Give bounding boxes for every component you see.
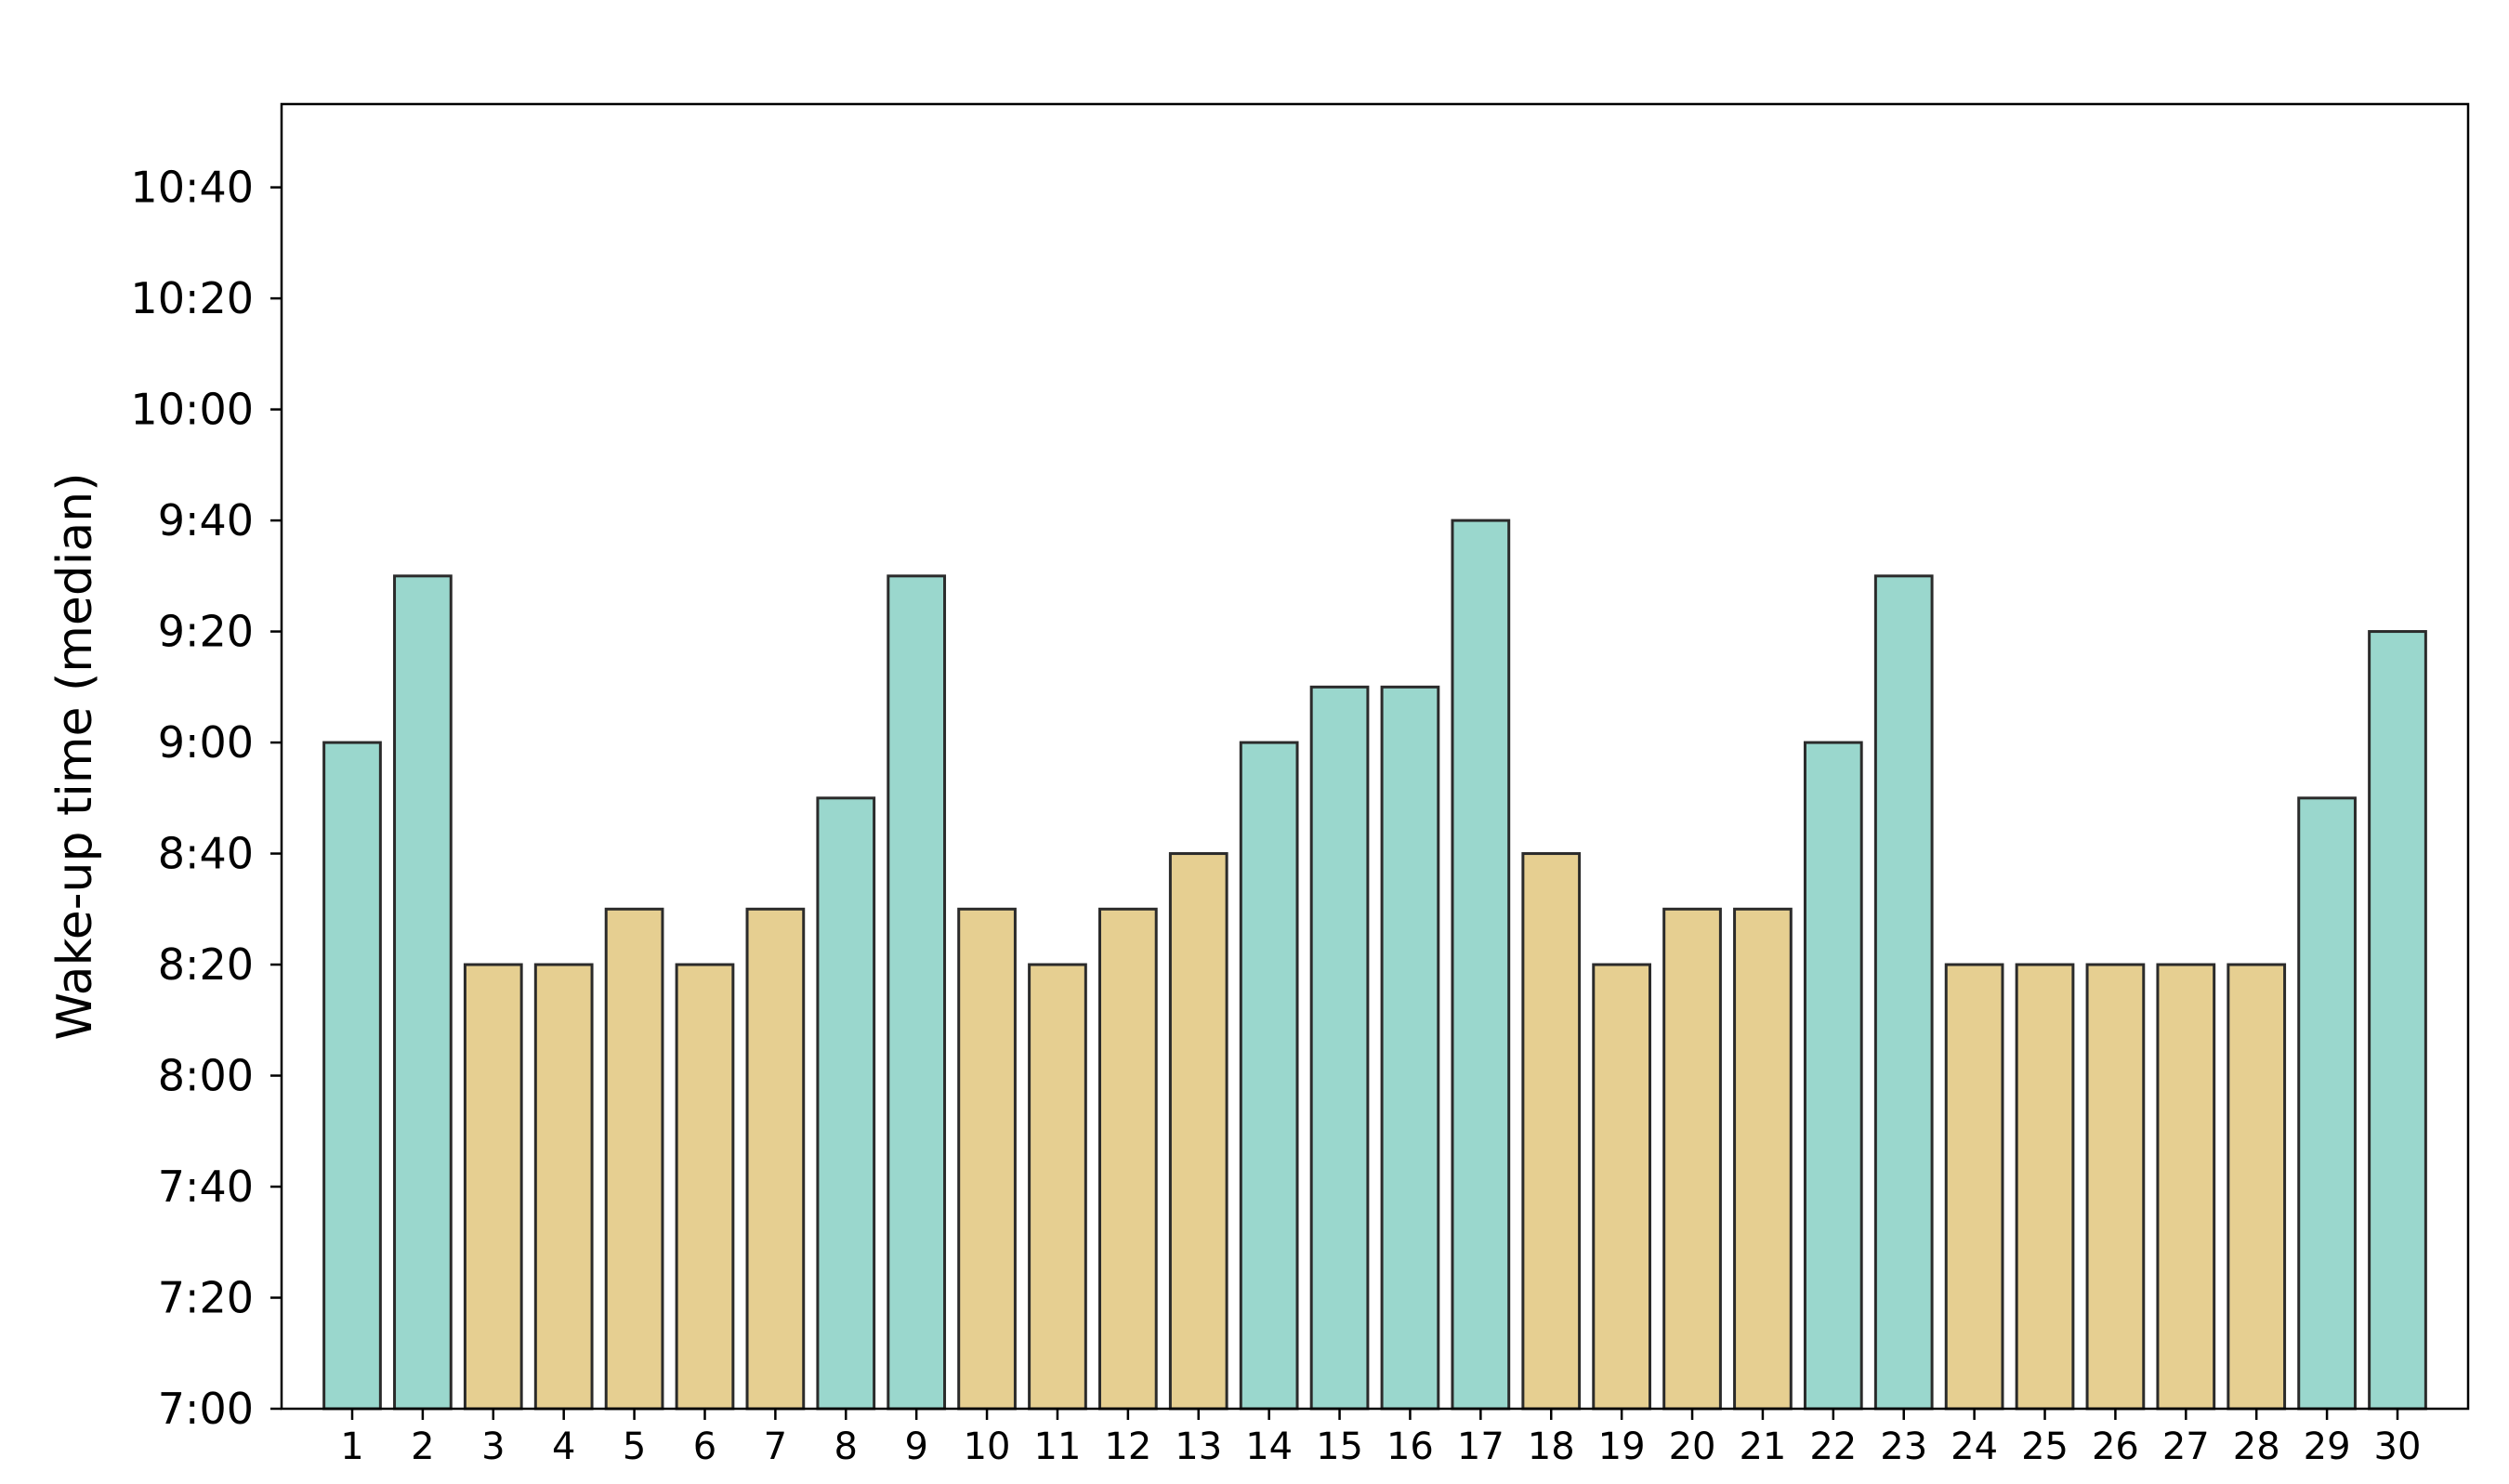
bar-2 xyxy=(393,574,453,1411)
bar-4 xyxy=(533,963,594,1411)
bar-5 xyxy=(604,907,664,1411)
bar-21 xyxy=(1733,907,1793,1411)
x-axis: 1 2 3 4 5 6 7 8 9 10 11 12 13 14 15 16 17 18 19 20 21 22 23 24 2… xyxy=(340,1409,2421,1468)
bar-10 xyxy=(957,907,1017,1411)
x-tick-label-14: 14 xyxy=(1245,1425,1293,1468)
x-tick-label-28: 28 xyxy=(2233,1425,2280,1468)
y-axis-label: Wake-up time (median) xyxy=(47,473,103,1041)
bar-28 xyxy=(2227,963,2287,1411)
bar-23 xyxy=(1873,574,1934,1411)
x-tick-label-21: 21 xyxy=(1739,1425,1786,1468)
bar-24 xyxy=(1944,963,2004,1411)
bar-17 xyxy=(1451,519,1511,1411)
y-tick-label-8-20: 8:20 xyxy=(158,939,254,990)
x-tick-label-17: 17 xyxy=(1457,1425,1504,1468)
x-tick-label-30: 30 xyxy=(2374,1425,2422,1468)
bar-20 xyxy=(1662,907,1722,1411)
y-tick-label-10-40: 10:40 xyxy=(130,163,254,213)
y-tick-label-8-00: 8:00 xyxy=(158,1051,254,1101)
x-tick-label-15: 15 xyxy=(1316,1425,1363,1468)
x-tick-label-1: 1 xyxy=(340,1425,363,1468)
bar-15 xyxy=(1309,685,1370,1411)
x-tick-label-20: 20 xyxy=(1669,1425,1716,1468)
bar-7 xyxy=(745,907,806,1411)
bar-3 xyxy=(463,963,523,1411)
bar-14 xyxy=(1239,741,1299,1411)
bar-30 xyxy=(2368,630,2427,1411)
bar-8 xyxy=(816,796,876,1411)
x-tick-label-13: 13 xyxy=(1175,1425,1222,1468)
y-tick-label-9-40: 9:40 xyxy=(158,495,254,545)
y-tick-label-10-00: 10:00 xyxy=(130,385,254,435)
y-tick-label-7-40: 7:40 xyxy=(158,1162,254,1212)
y-tick-label-10-20: 10:20 xyxy=(130,273,254,323)
x-tick-label-8: 8 xyxy=(834,1425,858,1468)
x-tick-label-27: 27 xyxy=(2162,1425,2210,1468)
bar-19 xyxy=(1592,963,1652,1411)
x-tick-label-29: 29 xyxy=(2304,1425,2351,1468)
plot-frame xyxy=(280,102,2470,1411)
bar-18 xyxy=(1521,852,1582,1411)
x-tick-label-9: 9 xyxy=(904,1425,927,1468)
bar-25 xyxy=(2015,963,2075,1411)
x-tick-label-25: 25 xyxy=(2021,1425,2069,1468)
x-tick-label-6: 6 xyxy=(693,1425,716,1468)
bar-13 xyxy=(1168,852,1228,1411)
y-tick-label-7-20: 7:20 xyxy=(158,1273,254,1323)
x-tick-label-26: 26 xyxy=(2092,1425,2139,1468)
bar-16 xyxy=(1380,685,1440,1411)
bar-1 xyxy=(322,741,382,1411)
x-tick-label-23: 23 xyxy=(1880,1425,1927,1468)
y-tick-label-7-00: 7:00 xyxy=(158,1384,254,1434)
bar-27 xyxy=(2156,963,2216,1411)
x-tick-label-16: 16 xyxy=(1386,1425,1434,1468)
bar-26 xyxy=(2085,963,2146,1411)
bar-12 xyxy=(1098,907,1158,1411)
y-tick-label-9-20: 9:20 xyxy=(158,607,254,657)
y-tick-label-8-40: 8:40 xyxy=(158,829,254,879)
x-tick-label-10: 10 xyxy=(964,1425,1011,1468)
x-tick-label-12: 12 xyxy=(1104,1425,1151,1468)
bar-6 xyxy=(675,963,735,1411)
x-tick-label-24: 24 xyxy=(1951,1425,1998,1468)
x-tick-label-3: 3 xyxy=(481,1425,505,1468)
y-axis: 7:00 7:20 7:40 8:00 8:20 8:40 9:00 9:20 9:40 10:0… xyxy=(130,163,282,1434)
x-tick-label-18: 18 xyxy=(1528,1425,1575,1468)
y-tick-label-9-00: 9:00 xyxy=(158,717,254,768)
bars-layer xyxy=(322,519,2427,1411)
bar-11 xyxy=(1028,963,1087,1411)
x-tick-label-22: 22 xyxy=(1809,1425,1857,1468)
x-tick-label-19: 19 xyxy=(1598,1425,1646,1468)
x-tick-label-7: 7 xyxy=(764,1425,787,1468)
x-tick-label-5: 5 xyxy=(623,1425,646,1468)
x-tick-label-2: 2 xyxy=(411,1425,434,1468)
bar-9 xyxy=(887,574,947,1411)
x-tick-label-4: 4 xyxy=(552,1425,575,1468)
bar-22 xyxy=(1803,741,1863,1411)
bar-29 xyxy=(2297,796,2357,1411)
x-tick-label-11: 11 xyxy=(1034,1425,1082,1468)
